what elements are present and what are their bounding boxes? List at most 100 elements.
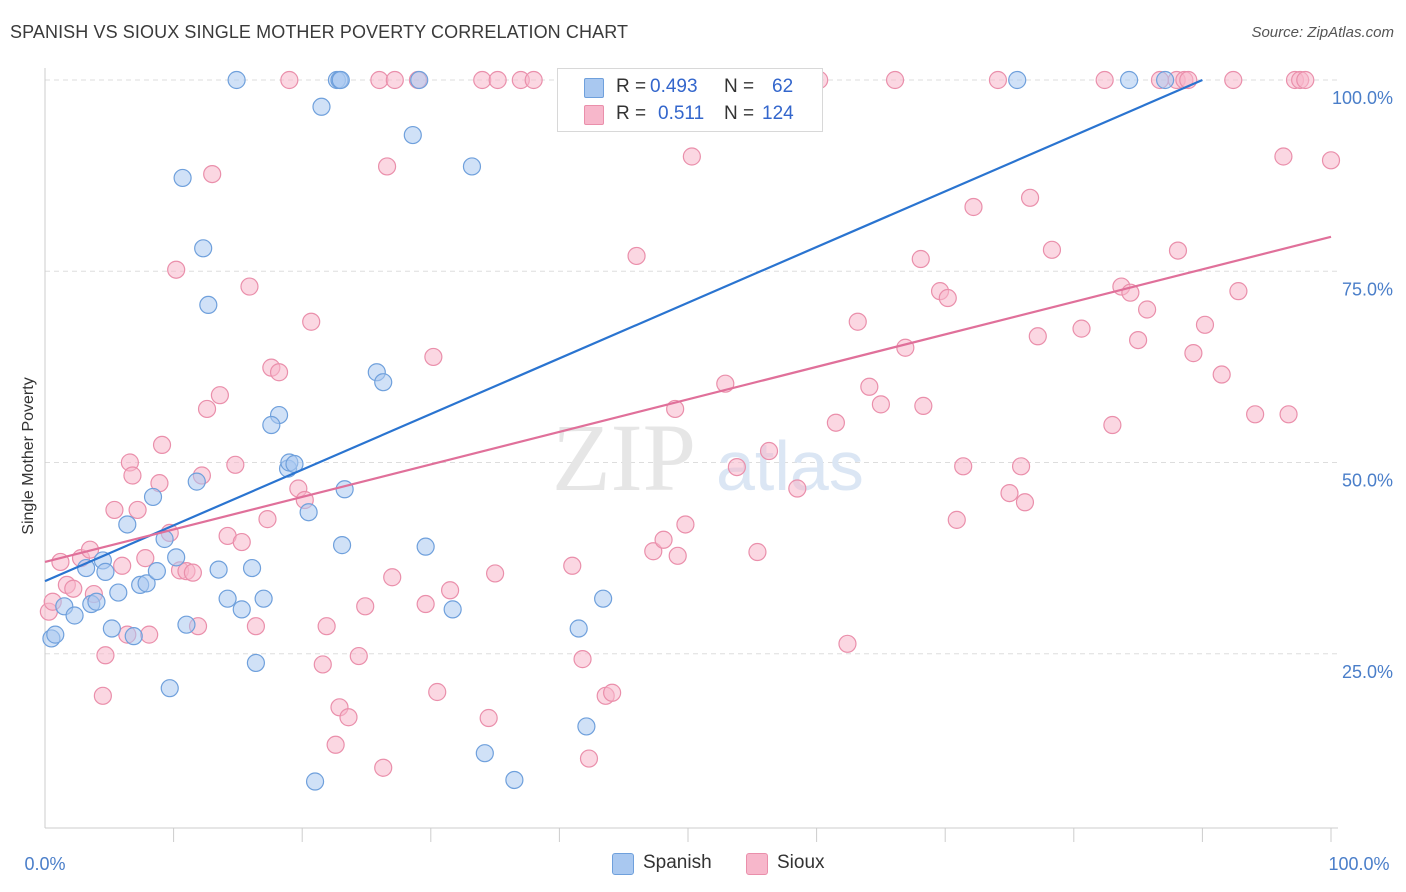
sioux-point — [938, 288, 957, 308]
spanish-point — [332, 536, 352, 555]
sioux-point — [676, 515, 695, 534]
x-ticks — [173, 828, 1332, 842]
sioux-point — [356, 597, 375, 616]
spanish-point — [299, 503, 318, 522]
sioux-point — [954, 457, 973, 476]
spanish-point — [209, 560, 228, 579]
sioux-point — [788, 479, 807, 498]
sioux-point — [1296, 70, 1315, 90]
spanish-point — [124, 627, 143, 646]
spanish-points — [42, 70, 1175, 791]
sioux-point — [1212, 365, 1231, 384]
spanish-point — [232, 600, 251, 619]
sioux-point — [563, 556, 582, 575]
sioux-point — [473, 70, 492, 90]
sioux-point — [1015, 493, 1035, 512]
legend-swatch-spanish — [584, 78, 604, 98]
legend-sioux-n: 124 — [762, 103, 794, 124]
sioux-point — [1168, 241, 1188, 260]
sioux-point — [197, 399, 217, 419]
stats-legend: R = 0.493 N = 62 R = 0.511 N = 124 — [557, 68, 823, 132]
bottom-legend-label-spanish: Spanish — [643, 852, 712, 873]
sioux-point — [240, 277, 259, 296]
sioux-point — [1138, 300, 1157, 319]
spanish-point — [143, 487, 163, 507]
legend-sioux-r: 0.511 — [658, 103, 705, 124]
spanish-point — [335, 480, 354, 499]
sioux-point — [1279, 405, 1298, 424]
sioux-point — [1321, 151, 1341, 170]
sioux-point — [914, 396, 933, 415]
spanish-point — [262, 415, 281, 435]
sioux-point — [1020, 188, 1040, 207]
sioux-point — [838, 634, 857, 653]
spanish-point — [416, 537, 435, 556]
sioux-point — [105, 500, 124, 520]
sioux-point — [573, 650, 592, 669]
sioux-point — [424, 347, 443, 367]
legend-r-label: R = — [616, 103, 647, 124]
sioux-point — [826, 413, 845, 432]
spanish-point — [1156, 70, 1175, 90]
spanish-point — [187, 472, 206, 491]
sioux-point — [964, 197, 983, 217]
spanish-point — [194, 239, 213, 258]
legend-r-label: R = — [616, 76, 647, 97]
sioux-point — [885, 70, 905, 90]
bottom-legend-swatch-sioux — [746, 853, 768, 875]
spanish-point — [155, 529, 174, 549]
sioux-point — [377, 157, 397, 176]
spanish-point — [218, 589, 237, 608]
sioux-point — [183, 563, 202, 582]
spanish-point — [331, 70, 350, 90]
spanish-point — [87, 592, 106, 611]
sioux-point — [759, 441, 779, 461]
sioux-point — [302, 312, 321, 331]
sioux-point — [246, 617, 266, 636]
sioux-point — [383, 568, 402, 587]
spanish-point — [147, 562, 166, 581]
sioux-point — [911, 249, 930, 269]
grid-lines — [45, 79, 1338, 655]
sioux-point — [579, 749, 599, 768]
source-label: Source: ZipAtlas.com — [1251, 24, 1394, 41]
sioux-point — [136, 549, 155, 568]
sioux-point — [64, 579, 83, 598]
y-tick-labels: 25.0% 50.0% 75.0% 100.0% — [1332, 88, 1393, 682]
sioux-point — [1103, 415, 1122, 435]
spanish-point — [46, 625, 65, 644]
sioux-point — [428, 682, 447, 702]
y-tick-label-50: 50.0% — [1342, 471, 1393, 491]
sioux-point — [339, 708, 358, 727]
spanish-point — [577, 717, 596, 736]
spanish-point — [312, 97, 331, 116]
y-axis-label: Single Mother Poverty — [20, 377, 37, 534]
sioux-point — [1072, 319, 1091, 338]
sioux-point — [488, 70, 507, 90]
sioux-point — [96, 646, 115, 665]
legend-row-spanish: R = 0.493 N = 62 — [558, 74, 822, 100]
spanish-point — [403, 125, 422, 145]
sioux-point — [258, 510, 277, 529]
spanish-point — [137, 574, 156, 593]
legend-spanish-n: 62 — [772, 76, 794, 97]
spanish-point — [475, 744, 494, 763]
legend-row-sioux: R = 0.511 N = 124 — [558, 101, 822, 127]
spanish-point — [462, 157, 482, 176]
sioux-point — [1184, 344, 1203, 363]
x-tick-label-min: 0.0% — [24, 854, 65, 874]
spanish-point — [160, 679, 179, 698]
sioux-point — [113, 556, 132, 575]
sioux-point — [313, 655, 332, 674]
legend-spanish-r: 0.493 — [650, 76, 698, 97]
spanish-point — [102, 619, 121, 638]
spanish-point — [254, 589, 273, 608]
sioux-point — [210, 386, 229, 405]
sioux-point — [871, 395, 891, 414]
sioux-point — [988, 70, 1008, 90]
spanish-point — [65, 606, 84, 625]
spanish-point — [410, 70, 429, 90]
sioux-point — [203, 164, 222, 184]
sioux-point — [1128, 331, 1148, 350]
sioux-point — [644, 542, 663, 561]
